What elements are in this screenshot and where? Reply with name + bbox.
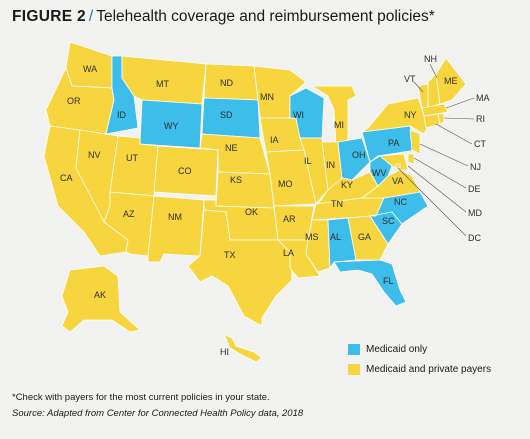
state-me	[435, 57, 467, 105]
label-ma: MA	[476, 93, 490, 103]
label-ga: GA	[358, 232, 371, 242]
label-mn: MN	[260, 92, 274, 102]
state-dc	[395, 163, 401, 169]
label-nm: NM	[168, 212, 182, 222]
state-ga	[347, 215, 389, 261]
legend: Medicaid only Medicaid and private payer…	[348, 342, 491, 382]
label-nc: NC	[394, 197, 407, 207]
figure-title: FIGURE 2/Telehealth coverage and reimbur…	[12, 8, 435, 26]
legend-label-medicaid-and-private: Medicaid and private payers	[366, 363, 492, 375]
state-ut	[109, 135, 159, 197]
leader-nh	[429, 63, 438, 79]
state-nm	[147, 195, 205, 263]
label-id: ID	[117, 110, 127, 120]
state-hi	[223, 333, 263, 363]
label-or: OR	[67, 96, 81, 106]
leader-dc	[397, 167, 467, 237]
state-ct	[423, 113, 441, 129]
label-fl: FL	[383, 276, 394, 286]
label-ny: NY	[404, 110, 417, 120]
label-sc: SC	[382, 216, 395, 226]
footnote: *Check with payers for the most current …	[12, 392, 270, 403]
legend-item-medicaid-only: Medicaid only	[348, 342, 491, 356]
label-vt: VT	[404, 74, 416, 84]
label-nd: ND	[220, 78, 233, 88]
label-wy: WY	[164, 121, 179, 131]
label-al: AL	[330, 232, 341, 242]
state-ks	[215, 171, 275, 209]
label-co: CO	[178, 166, 192, 176]
legend-swatch-medicaid-and-private	[348, 363, 360, 375]
label-la: LA	[283, 248, 294, 258]
label-ok: OK	[245, 207, 258, 217]
label-ky: KY	[341, 180, 353, 190]
label-il: IL	[304, 156, 312, 166]
label-me: ME	[444, 76, 458, 86]
leader-vt	[413, 81, 424, 93]
label-nv: NV	[88, 150, 101, 160]
label-ne: NE	[225, 143, 238, 153]
label-ri: RI	[476, 114, 485, 124]
leader-de	[413, 157, 467, 189]
label-md: MD	[468, 208, 482, 218]
legend-label-medicaid-only: Medicaid only	[366, 343, 428, 355]
state-tx	[187, 209, 293, 327]
label-tn: TN	[331, 199, 343, 209]
label-de: DE	[468, 184, 481, 194]
label-ia: IA	[270, 135, 279, 145]
state-ri	[437, 113, 445, 125]
leader-ct	[435, 123, 473, 145]
label-dc: DC	[468, 233, 481, 243]
state-nj	[409, 129, 421, 155]
state-ny	[361, 97, 429, 135]
legend-swatch-medicaid-only	[348, 343, 360, 355]
state-labels: WA OR CA NV ID MT WY UT AZ CO NM ND SD N…	[60, 54, 490, 357]
state-al	[327, 217, 357, 269]
label-mi: MI	[334, 120, 344, 130]
label-tx: TX	[224, 250, 236, 260]
label-ut: UT	[126, 153, 138, 163]
label-nh: NH	[424, 54, 437, 64]
source-note: Source: Adapted from Center for Connecte…	[12, 408, 304, 419]
state-co	[153, 145, 219, 197]
state-ma	[421, 103, 449, 117]
leader-ri	[443, 117, 475, 120]
state-ak	[61, 265, 141, 333]
state-il	[299, 137, 329, 205]
label-ct: CT	[474, 139, 486, 149]
label-va: VA	[392, 176, 403, 186]
label-sd: SD	[220, 110, 233, 120]
label-az: AZ	[123, 209, 135, 219]
label-ks: KS	[230, 175, 242, 185]
label-ar: AR	[283, 214, 296, 224]
leader-lines	[397, 63, 475, 237]
label-wa: WA	[83, 64, 97, 74]
figure-title-text: Telehealth coverage and reimbursement po…	[96, 8, 435, 25]
legend-item-medicaid-and-private: Medicaid and private payers	[348, 362, 491, 376]
state-de	[407, 153, 415, 165]
leader-ma	[445, 97, 475, 109]
title-slash: /	[88, 8, 94, 25]
label-wi: WI	[293, 110, 304, 120]
label-in: IN	[326, 160, 335, 170]
figure-number: FIGURE 2	[12, 8, 86, 25]
state-shapes	[43, 41, 467, 363]
state-fl	[333, 259, 407, 307]
leader-nj	[419, 143, 469, 167]
label-hi: HI	[220, 347, 229, 357]
label-ak: AK	[94, 290, 106, 300]
leader-md	[407, 165, 467, 213]
state-oh	[337, 137, 371, 181]
label-oh: OH	[352, 150, 366, 160]
label-mt: MT	[156, 79, 169, 89]
label-wv: WV	[372, 168, 387, 178]
label-pa: PA	[388, 138, 399, 148]
label-ca: CA	[60, 173, 73, 183]
label-mo: MO	[278, 179, 293, 189]
label-nj: NJ	[470, 162, 481, 172]
label-ms: MS	[305, 232, 319, 242]
